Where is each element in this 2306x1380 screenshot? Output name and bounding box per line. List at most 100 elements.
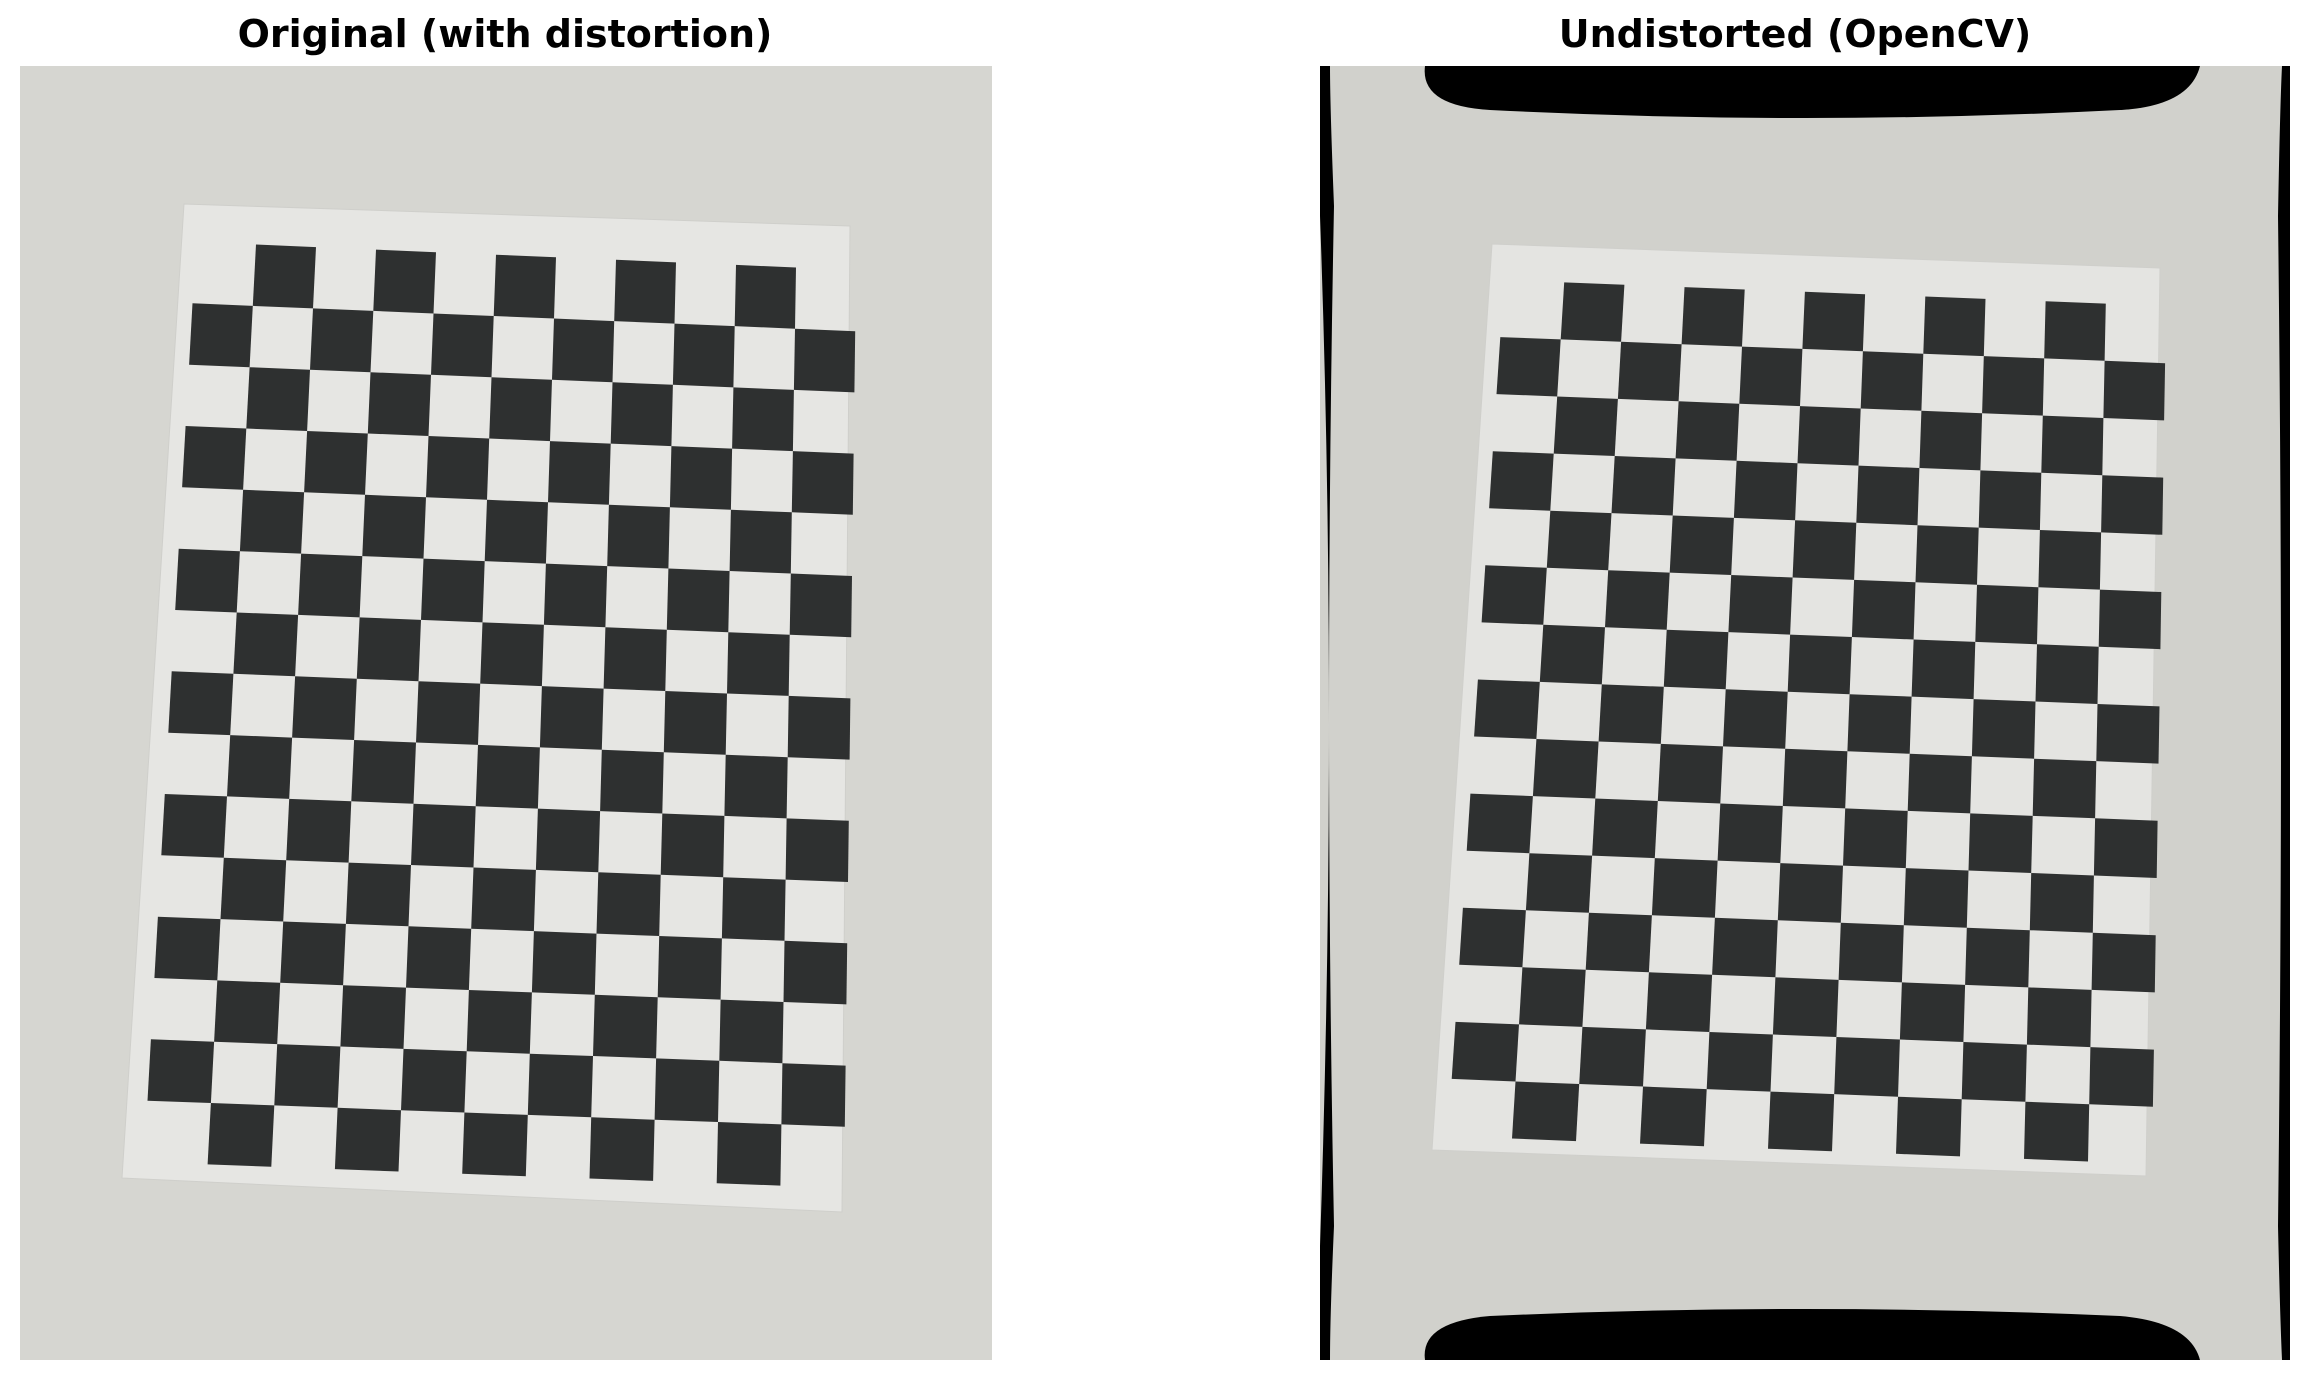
checker-square	[416, 681, 480, 745]
undistorted-panel: Undistorted (OpenCV)	[1300, 0, 2306, 1380]
checker-square	[310, 308, 373, 372]
checker-square	[661, 814, 725, 878]
checker-square	[2036, 644, 2099, 704]
checker-square	[611, 382, 673, 446]
checker-square	[724, 755, 787, 819]
checker-square	[717, 1122, 782, 1186]
checker-square	[540, 686, 604, 750]
checker-square	[1847, 694, 1911, 754]
checker-square	[590, 1117, 655, 1181]
checker-square	[1734, 461, 1798, 521]
checker-square	[1474, 680, 1540, 740]
checker-square	[786, 818, 849, 882]
checker-square	[227, 735, 292, 799]
checker-square	[1467, 794, 1533, 854]
checker-square	[552, 319, 614, 383]
checker-square	[411, 804, 476, 868]
checker-square	[1640, 1087, 1707, 1147]
checker-square	[1489, 451, 1554, 511]
checker-square	[148, 1039, 215, 1103]
checker-square	[2089, 1047, 2154, 1107]
checker-square	[727, 632, 790, 696]
checker-square	[161, 794, 227, 858]
checker-square	[792, 451, 854, 515]
checker-square	[351, 740, 416, 804]
checker-square	[607, 505, 670, 569]
checker-square	[1670, 516, 1734, 576]
checker-square	[1908, 754, 1972, 814]
checker-square	[1646, 972, 1712, 1032]
top-black-border	[1425, 66, 2200, 118]
checker-square	[1802, 292, 1865, 352]
checker-square	[1554, 397, 1618, 457]
checker-square	[1526, 853, 1592, 913]
checker-square	[274, 1044, 340, 1108]
checker-square	[406, 926, 471, 990]
checker-square	[1896, 1097, 1962, 1157]
checker-square	[214, 980, 280, 1044]
checker-square	[1707, 1032, 1773, 1092]
checker-square	[1586, 913, 1652, 973]
checker-square	[1788, 635, 1852, 695]
checker-square	[1728, 575, 1792, 635]
checker-square	[1452, 1022, 1519, 1082]
checker-square	[1519, 967, 1586, 1027]
checker-square	[593, 995, 658, 1059]
checker-square	[240, 490, 304, 554]
checker-square	[1856, 466, 1919, 526]
checker-square	[208, 1103, 275, 1167]
checker-square	[1599, 684, 1664, 744]
checker-square	[2024, 1102, 2089, 1162]
checker-square	[175, 549, 240, 613]
checker-square	[790, 574, 852, 638]
checker-square	[1533, 739, 1599, 799]
checker-square	[2092, 933, 2156, 993]
checker-square	[233, 613, 298, 677]
checker-square	[1843, 808, 1908, 868]
checker-square	[1482, 565, 1547, 625]
checker-square	[221, 858, 287, 922]
checker-square	[528, 1054, 593, 1118]
checker-square	[431, 314, 494, 378]
checker-square	[1497, 337, 1561, 396]
checker-square	[788, 696, 851, 760]
checker-square	[1783, 749, 1848, 809]
checker-square	[426, 436, 489, 500]
checker-square	[1712, 918, 1778, 978]
checker-square	[298, 554, 362, 618]
checker-square	[2044, 301, 2106, 361]
checker-square	[1739, 347, 1802, 407]
checker-square	[1658, 744, 1723, 804]
checker-square	[1852, 580, 1916, 640]
checker-square	[494, 255, 556, 319]
checker-square	[1512, 1082, 1579, 1142]
checker-square	[1652, 858, 1718, 918]
checker-square	[1664, 630, 1729, 690]
checker-square	[719, 1000, 783, 1064]
checker-square	[1900, 982, 1965, 1042]
checker-square	[604, 627, 667, 691]
checker-square	[471, 868, 536, 932]
checkerboard-photo-icon	[20, 66, 992, 1360]
checker-square	[1923, 297, 1985, 357]
checker-square	[794, 329, 855, 393]
undistorted-image	[1320, 66, 2290, 1360]
checker-square	[2094, 818, 2158, 878]
checker-square	[536, 809, 600, 873]
undistorted-panel-title: Undistorted (OpenCV)	[1300, 12, 2290, 56]
checker-square	[730, 510, 792, 574]
original-panel-title: Original (with distortion)	[0, 12, 1010, 56]
checker-square	[1718, 804, 1783, 864]
checker-square	[673, 324, 735, 388]
checker-square	[614, 260, 676, 324]
checker-square	[189, 303, 253, 367]
checker-square	[732, 387, 794, 451]
checker-square	[340, 985, 406, 1049]
checker-square	[1916, 525, 1979, 585]
checker-square	[1975, 585, 2038, 645]
checker-square	[485, 500, 548, 564]
checker-square	[1561, 282, 1625, 341]
checker-square	[246, 367, 310, 431]
checker-square	[1547, 511, 1612, 571]
